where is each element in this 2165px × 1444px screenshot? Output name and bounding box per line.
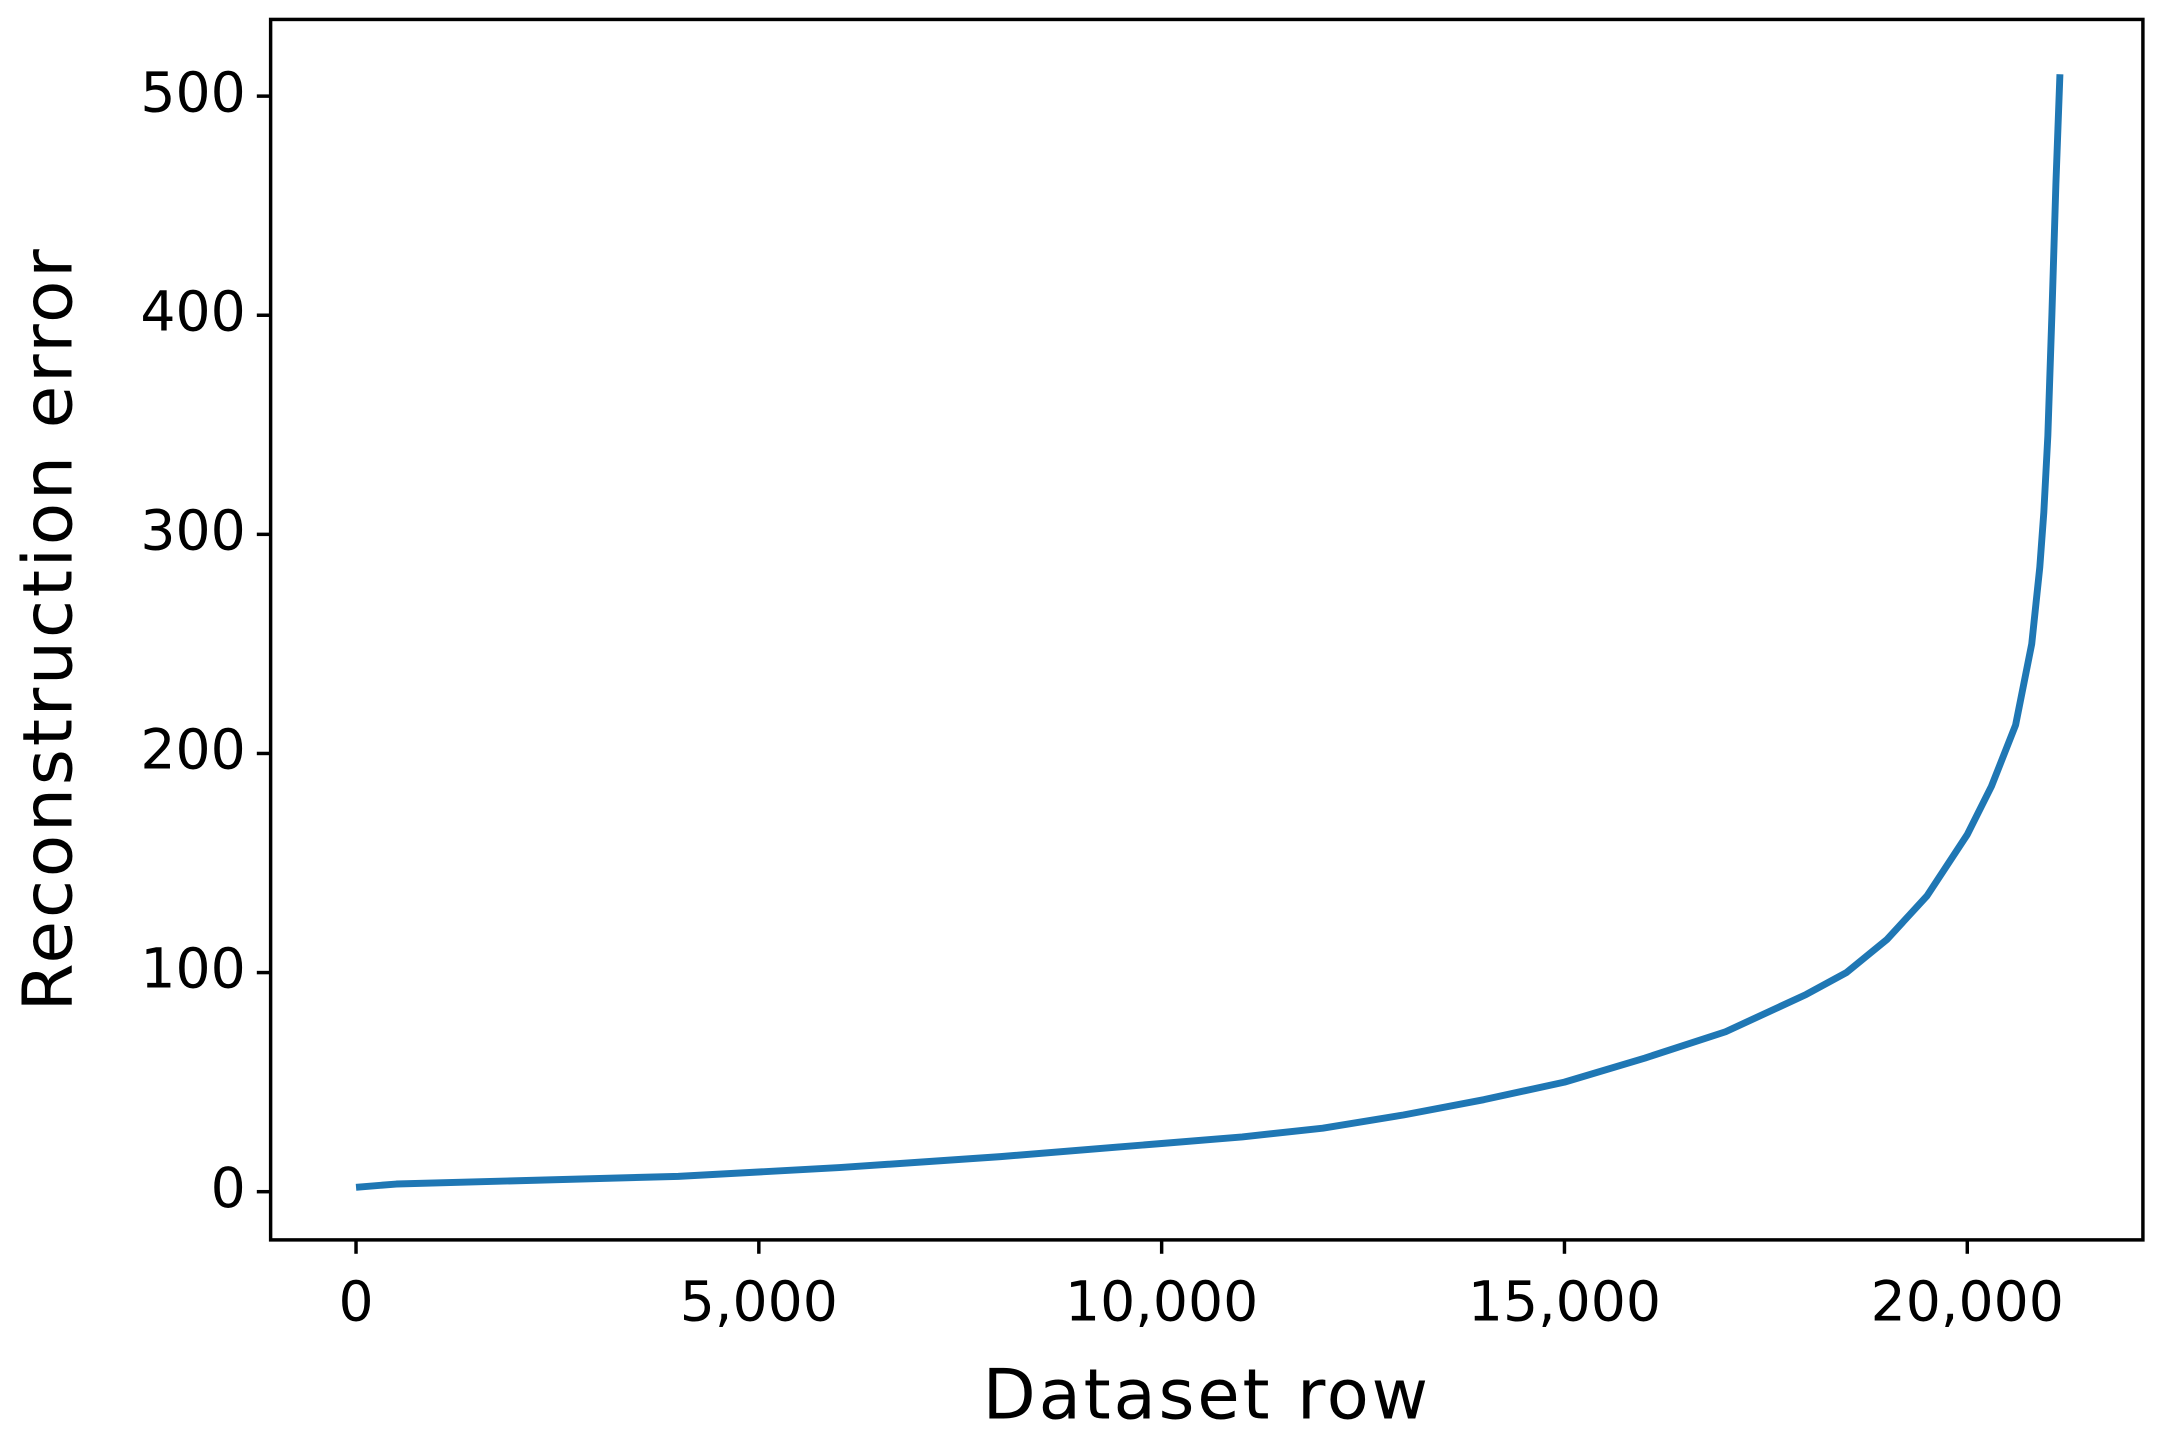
y-axis-label: Reconstruction error	[9, 246, 89, 1011]
x-tick-label: 5,000	[680, 1270, 838, 1334]
x-tick-label: 0	[338, 1270, 373, 1334]
y-tick-label: 400	[140, 280, 245, 344]
y-tick-label: 500	[140, 61, 245, 125]
x-axis-label: Dataset row	[983, 1355, 1431, 1435]
x-tick-label: 20,000	[1871, 1270, 2064, 1334]
y-tick-label: 200	[140, 718, 245, 782]
y-tick-label: 100	[140, 938, 245, 1002]
plot-frame	[268, 17, 2145, 1242]
x-tick-label: 15,000	[1468, 1270, 1661, 1334]
data-line	[355, 74, 2064, 1191]
y-tick-label: 0	[211, 1157, 246, 1221]
x-tick-label: 10,000	[1065, 1270, 1258, 1334]
y-tick-label: 300	[140, 499, 245, 563]
